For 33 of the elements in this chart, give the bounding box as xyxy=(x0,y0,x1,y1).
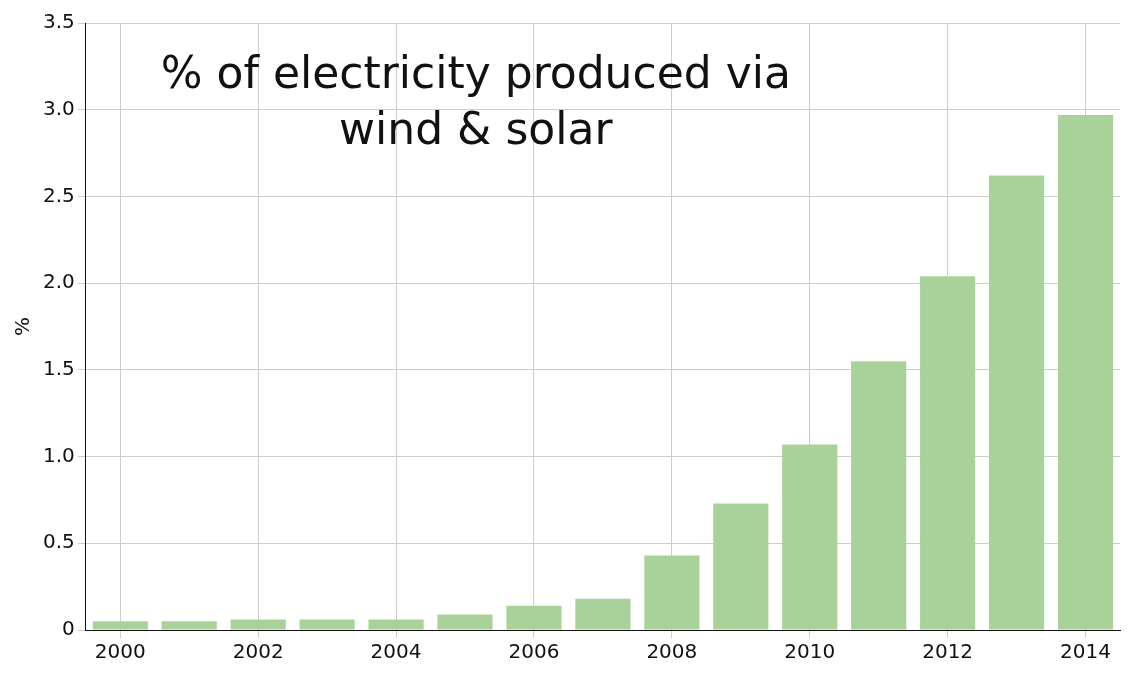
x-tick-label: 2014 xyxy=(1060,639,1111,664)
x-tick-label: 2002 xyxy=(232,639,284,664)
bar xyxy=(368,619,424,630)
y-tick-label: 1.0 xyxy=(42,442,75,467)
y-tick-label: 3.0 xyxy=(42,95,75,120)
bar xyxy=(782,444,838,630)
x-tick-label: 2010 xyxy=(784,639,836,664)
bar xyxy=(851,361,907,630)
bar xyxy=(575,598,631,630)
bar xyxy=(299,619,355,630)
bar xyxy=(1057,114,1114,630)
bar xyxy=(161,621,217,630)
y-tick-label: 3.5 xyxy=(42,9,75,34)
y-axis-title: % xyxy=(10,316,35,337)
x-tick-label: 2000 xyxy=(94,639,146,664)
bar xyxy=(920,276,976,630)
x-tick-label: 2004 xyxy=(370,639,422,664)
x-tick-label: 2008 xyxy=(646,639,698,664)
bar xyxy=(713,503,769,630)
y-tick-label: 2.5 xyxy=(42,182,75,207)
bar xyxy=(92,621,148,630)
bar xyxy=(437,614,493,630)
text: % of electricity produced via wind & solar xyxy=(160,47,791,155)
x-tick-label: 2012 xyxy=(922,639,974,664)
bar xyxy=(989,175,1045,630)
y-tick-label: 0 xyxy=(62,616,75,641)
y-tick-label: 0.5 xyxy=(42,529,75,554)
y-tick-label: 2.0 xyxy=(42,269,75,294)
bar xyxy=(644,555,700,630)
x-tick-label: 2006 xyxy=(508,639,560,664)
bar xyxy=(506,605,562,630)
y-tick-label: 1.5 xyxy=(42,356,75,381)
bar xyxy=(230,619,286,630)
